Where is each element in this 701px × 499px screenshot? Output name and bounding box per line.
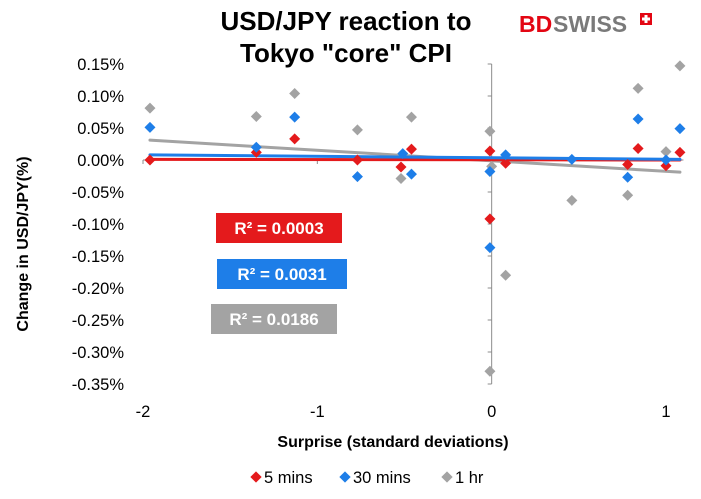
point-1-hr <box>674 60 686 72</box>
r2-label-5min: R² = 0.0003 <box>216 213 342 243</box>
r2-label-1hr: R² = 0.0186 <box>211 304 337 334</box>
bdswiss-logo: BD SWISS <box>519 11 652 37</box>
legend-label-30min: 30 mins <box>353 469 411 487</box>
point-30-mins <box>250 141 262 153</box>
point-5-mins <box>632 142 644 154</box>
point-1-hr <box>500 269 512 281</box>
point-1-hr <box>632 82 644 94</box>
point-5-mins <box>622 158 634 170</box>
x-tick-label: 0 <box>487 403 496 421</box>
point-1-hr <box>289 87 301 99</box>
legend-label-1hr: 1 hr <box>455 469 484 487</box>
legend: 5 mins 30 mins 1 hr <box>250 469 484 487</box>
point-5-mins <box>484 213 496 225</box>
r2-text-5min: R² = 0.0003 <box>234 219 323 238</box>
point-1-hr <box>405 111 417 123</box>
y-tick-label: -0.30% <box>72 344 125 362</box>
r2-box-5min <box>216 213 342 243</box>
legend-item-5min: 5 mins <box>250 469 313 487</box>
x-tick-label: 1 <box>661 403 670 421</box>
legend-marker-30min <box>339 471 351 483</box>
point-1-hr <box>484 125 496 137</box>
y-tick-label: 0.00% <box>77 152 124 170</box>
point-1-hr <box>144 102 156 114</box>
trend-lines <box>148 138 682 174</box>
data-points <box>144 60 686 377</box>
legend-item-30min: 30 mins <box>339 469 411 487</box>
point-30-mins <box>144 121 156 133</box>
point-30-mins <box>500 149 512 161</box>
point-5-mins <box>351 154 363 166</box>
x-axis-label: Surprise (standard deviations) <box>277 434 508 451</box>
point-1-hr <box>395 173 407 185</box>
y-axis-label: Change in USD/JPY(%) <box>15 156 32 331</box>
r2-box-30min <box>217 259 347 289</box>
point-5-mins <box>484 145 496 157</box>
point-5-mins <box>674 146 686 158</box>
legend-label-5min: 5 mins <box>264 469 313 487</box>
point-30-mins <box>674 123 686 135</box>
point-5-mins <box>405 143 417 155</box>
point-30-mins <box>405 168 417 180</box>
point-30-mins <box>289 111 301 123</box>
y-tick-label: -0.20% <box>72 280 125 298</box>
point-1-hr <box>660 146 672 158</box>
y-tick-label: -0.10% <box>72 216 125 234</box>
r2-label-30min: R² = 0.0031 <box>217 259 347 289</box>
point-1-hr <box>484 365 496 377</box>
point-5-mins <box>395 161 407 173</box>
y-tick-label: 0.15% <box>77 56 124 74</box>
point-5-mins <box>660 160 672 172</box>
x-tick-labels: -2 -1 0 1 <box>136 403 671 421</box>
r2-text-1hr: R² = 0.0186 <box>229 310 318 329</box>
y-tick-label: -0.35% <box>72 376 125 394</box>
point-30-mins <box>660 154 672 166</box>
point-30-mins <box>622 171 634 183</box>
point-30-mins <box>484 166 496 178</box>
logo-text-swiss: SWISS <box>553 11 627 37</box>
point-30-mins <box>484 242 496 254</box>
legend-item-1hr: 1 hr <box>441 469 484 487</box>
point-30-mins <box>632 113 644 125</box>
x-tick-label: -2 <box>136 403 151 421</box>
point-30-mins <box>566 153 578 165</box>
x-tick-label: -1 <box>310 403 325 421</box>
point-5-mins <box>144 154 156 166</box>
point-1-hr <box>250 110 262 122</box>
point-30-mins <box>351 171 363 183</box>
legend-marker-5min <box>250 471 262 483</box>
legend-marker-1hr <box>441 471 453 483</box>
point-5-mins <box>500 157 512 169</box>
chart-title-line-2: Tokyo "core" CPI <box>240 38 452 68</box>
point-1-hr <box>566 194 578 206</box>
r2-box-1hr <box>211 304 337 334</box>
y-tick-label: -0.15% <box>72 248 125 266</box>
swiss-cross-horizontal <box>642 17 650 21</box>
y-tick-label: 0.05% <box>77 120 124 138</box>
chart-title-line-1: USD/JPY reaction to <box>221 6 472 36</box>
point-30-mins <box>397 148 409 160</box>
point-1-hr <box>351 124 363 136</box>
y-tick-label: 0.10% <box>77 88 124 106</box>
y-tick-label: -0.05% <box>72 184 125 202</box>
y-tick-label: -0.25% <box>72 312 125 330</box>
point-1-hr <box>622 189 634 201</box>
point-5-mins <box>289 133 301 145</box>
logo-text-bd: BD <box>519 11 552 37</box>
y-tick-labels: 0.15% 0.10% 0.05% 0.00% -0.05% -0.10% -0.15% -0… <box>72 56 125 394</box>
trend-line-30-mins <box>148 153 682 161</box>
r2-text-30min: R² = 0.0031 <box>237 265 326 284</box>
